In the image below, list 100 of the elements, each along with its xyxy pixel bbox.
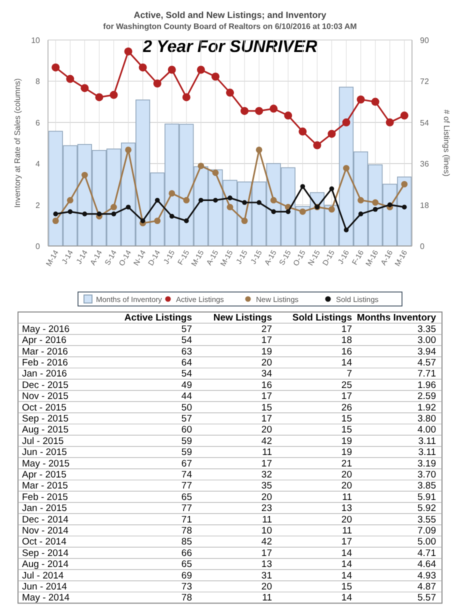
data-label: 42: [261, 436, 272, 447]
data-label: 66: [181, 548, 192, 559]
point: [124, 47, 132, 56]
data-label: 19: [341, 436, 352, 447]
category-label: Dec - 2014: [22, 514, 68, 526]
point: [400, 112, 408, 120]
y2-tick-label: 18: [420, 200, 430, 210]
point: [125, 146, 132, 154]
data-label: 42: [261, 536, 272, 548]
data-label: 11: [342, 526, 352, 536]
data-label: 7: [346, 368, 352, 380]
category-label: Sep - 2014: [22, 548, 68, 559]
data-label: 3.19: [418, 458, 436, 470]
point: [228, 196, 232, 200]
point: [212, 170, 219, 176]
data-label: 57: [181, 324, 192, 335]
point: [154, 198, 160, 203]
point: [96, 212, 102, 216]
data-label: 3.35: [418, 324, 436, 335]
point: [344, 228, 349, 232]
point: [372, 206, 378, 212]
point: [168, 190, 176, 197]
text: Sold Listings: [292, 312, 352, 324]
data-label: 4.93: [418, 570, 436, 582]
category-label: Apr - 2016: [22, 335, 66, 346]
data-label: 17: [261, 548, 272, 559]
data-label: 35: [261, 480, 272, 492]
point: [328, 130, 336, 138]
point: [81, 172, 88, 178]
point: [66, 74, 74, 83]
data-label: 16: [341, 346, 352, 358]
category-label: Aug - 2015: [22, 424, 68, 436]
text: Months Inventory: [356, 312, 437, 324]
data-label: 20: [341, 470, 352, 480]
point: [184, 218, 189, 224]
data-label: 54: [181, 335, 192, 346]
data-label: 32: [261, 470, 272, 480]
category-label: Jan - 2016: [22, 368, 67, 380]
data-label: 17: [261, 335, 272, 346]
y-tick-label: 4: [36, 160, 41, 169]
category-label: May - 2015: [22, 458, 70, 470]
point: [198, 162, 204, 170]
data-label: 3.11: [418, 436, 436, 447]
point: [68, 209, 73, 214]
data-label: 3.70: [418, 470, 436, 480]
data-label: 23: [261, 503, 272, 514]
data-label: 11: [262, 514, 272, 526]
point: [182, 93, 190, 102]
data-label: 44: [181, 391, 192, 402]
data-label: 20: [261, 582, 272, 592]
data-label: 17: [341, 536, 352, 548]
point: [271, 209, 276, 214]
point: [300, 184, 306, 189]
data-label: 16: [261, 380, 272, 391]
point: [358, 212, 364, 216]
data-label: 18: [341, 335, 352, 346]
data-label: 21: [341, 458, 352, 470]
point: [168, 66, 176, 74]
data-label: 7.71: [418, 368, 436, 380]
data-label: 5.91: [418, 492, 436, 503]
y2-tick-label: 36: [420, 160, 430, 169]
data-label: 1.96: [418, 380, 436, 391]
data-label: 77: [181, 503, 192, 514]
point: [328, 206, 335, 213]
point: [401, 181, 408, 188]
category-label: Jan - 2015: [22, 503, 67, 514]
point: [53, 212, 58, 216]
point: [211, 72, 220, 81]
data-label: 4.87: [418, 582, 436, 592]
data-label: 20: [341, 514, 352, 526]
y-tick-label: 8: [36, 77, 41, 86]
point: [52, 218, 59, 224]
y2-tick-label: 72: [420, 77, 430, 86]
data-label: 5.57: [418, 592, 436, 604]
point: [226, 204, 234, 210]
point: [154, 218, 161, 224]
data-label: 13: [261, 559, 272, 570]
point: [386, 118, 394, 126]
data-label: 65: [181, 492, 192, 503]
category-label: Jun - 2014: [22, 582, 67, 592]
data-label: 17: [261, 458, 272, 470]
data-label: 14: [341, 592, 352, 604]
data-label: 19: [341, 447, 352, 458]
y-tick-label: 10: [31, 36, 41, 45]
point: [240, 106, 249, 115]
point: [241, 218, 248, 224]
point: [138, 63, 147, 72]
data-label: 4.71: [418, 548, 436, 559]
data-label: 50: [181, 402, 192, 414]
point: [196, 66, 205, 74]
data-label: 17: [341, 324, 352, 335]
data-label: 69: [181, 570, 192, 582]
y-tick-label: 6: [36, 118, 41, 128]
point: [329, 186, 334, 192]
point: [342, 118, 350, 126]
y2-axis-title: # of Listings (lines): [442, 110, 451, 177]
point: [371, 98, 380, 106]
data-label: 49: [181, 380, 192, 391]
data-label: 77: [181, 480, 192, 492]
y2-tick-label: 90: [420, 36, 430, 45]
